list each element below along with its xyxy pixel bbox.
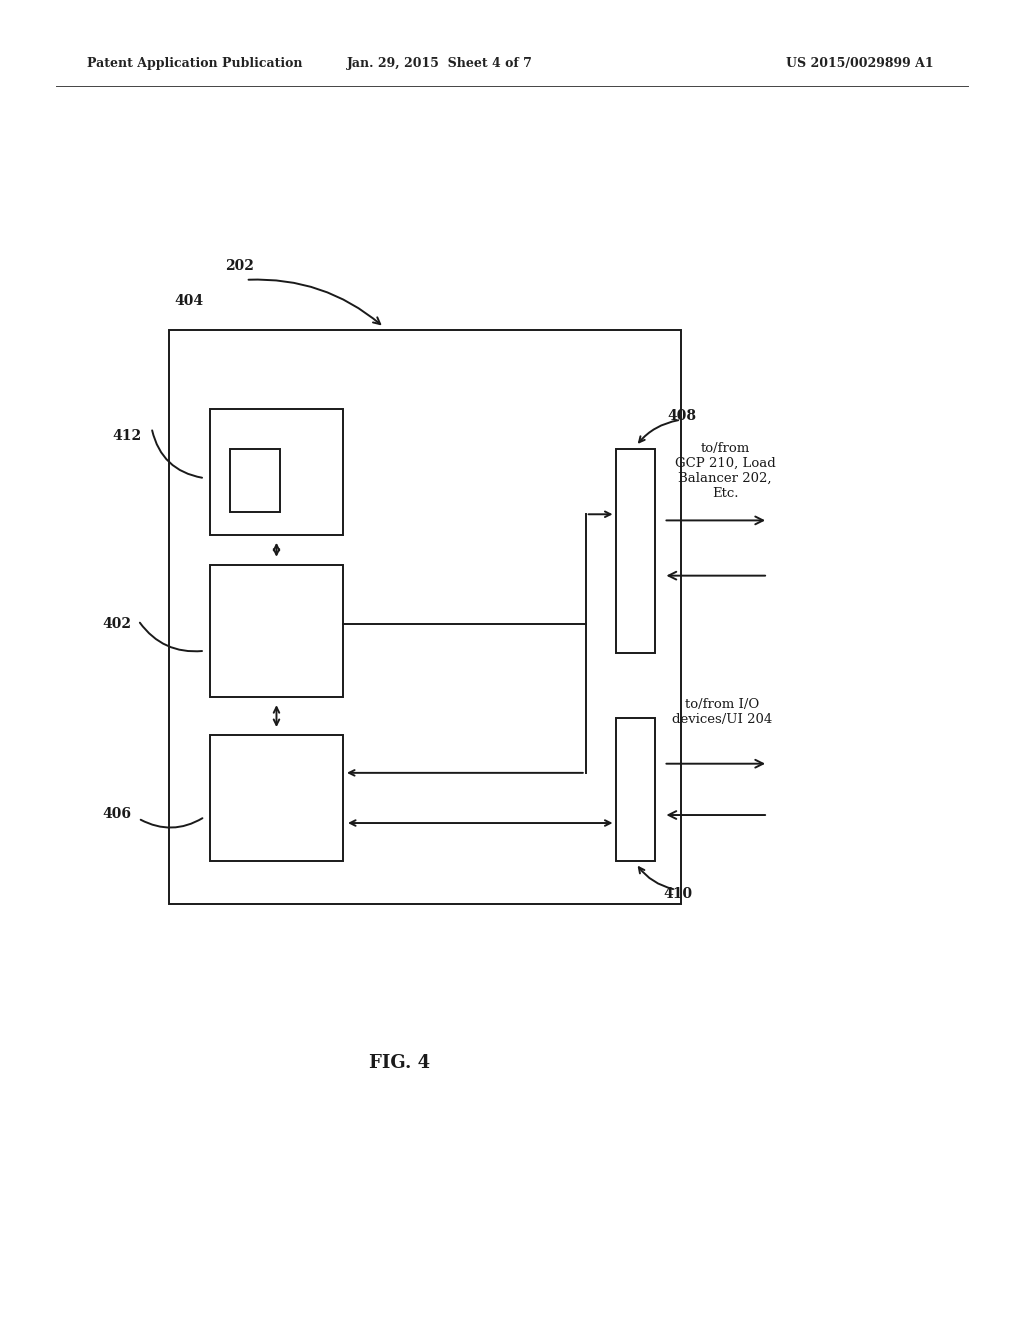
Text: 406: 406 (102, 808, 131, 821)
Bar (210, 409, 343, 535)
Text: Jan. 29, 2015  Sheet 4 of 7: Jan. 29, 2015 Sheet 4 of 7 (347, 57, 534, 70)
Text: FIG. 4: FIG. 4 (369, 1053, 430, 1072)
Text: 202: 202 (225, 259, 254, 273)
Text: 404: 404 (174, 293, 203, 308)
Text: 412: 412 (113, 429, 141, 442)
Bar (616, 449, 655, 653)
Bar (210, 565, 343, 697)
Text: 410: 410 (664, 887, 692, 900)
Text: 408: 408 (668, 409, 696, 422)
Text: to/from
GCP 210, Load
Balancer 202,
Etc.: to/from GCP 210, Load Balancer 202, Etc. (675, 442, 775, 500)
Text: Patent Application Publication: Patent Application Publication (87, 57, 302, 70)
Bar (169, 330, 681, 904)
Text: to/from I/O
devices/UI 204: to/from I/O devices/UI 204 (672, 698, 772, 726)
Text: 402: 402 (102, 618, 131, 631)
Bar (210, 735, 343, 861)
Text: US 2015/0029899 A1: US 2015/0029899 A1 (786, 57, 934, 70)
Bar (230, 449, 280, 512)
Bar (616, 718, 655, 861)
